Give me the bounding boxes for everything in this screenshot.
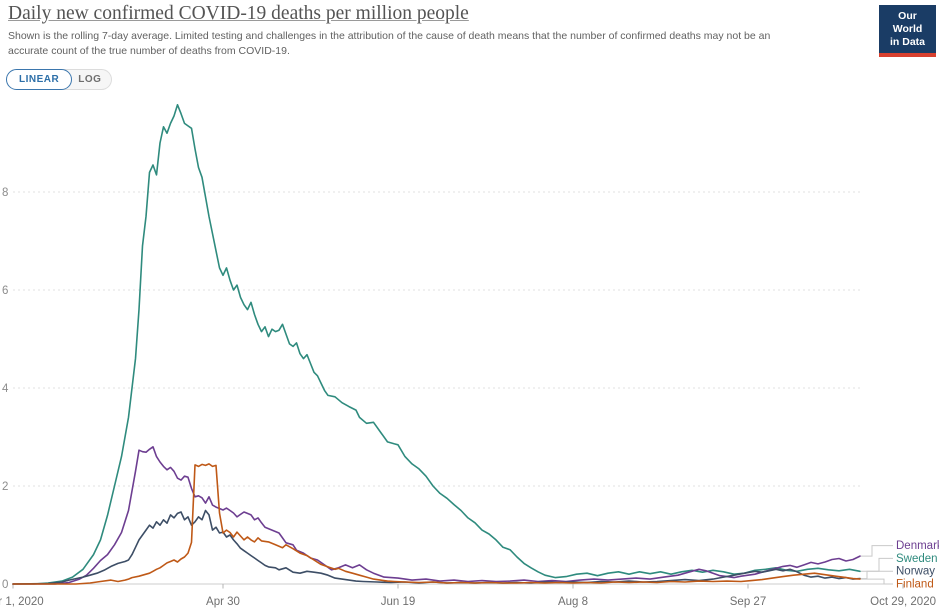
y-tick-label-2: 2 bbox=[2, 481, 8, 493]
x-tick-label-3: Aug 8 bbox=[558, 596, 588, 608]
y-tick-label-8: 8 bbox=[2, 187, 8, 199]
y-tick-label-6: 6 bbox=[2, 285, 8, 297]
x-tick-label-4: Sep 27 bbox=[730, 596, 766, 608]
y-tick-label-4: 4 bbox=[2, 383, 9, 395]
x-tick-label-2: Jun 19 bbox=[381, 596, 416, 608]
series-line-sweden bbox=[12, 104, 861, 585]
legend-label-denmark[interactable]: Denmark bbox=[896, 540, 939, 552]
legend-connector-sweden bbox=[861, 557, 893, 572]
legend-connector-denmark bbox=[861, 545, 893, 557]
legend-label-sweden[interactable]: Sweden bbox=[896, 553, 938, 565]
legend-connector-finland bbox=[861, 578, 893, 585]
x-tick-label-5: Oct 29, 2020 bbox=[870, 596, 936, 608]
series-line-finland bbox=[12, 463, 861, 585]
legend-label-finland[interactable]: Finland bbox=[896, 579, 934, 591]
legend-connector-norway bbox=[861, 570, 893, 580]
linear-scale-button[interactable]: LINEAR bbox=[6, 69, 73, 90]
chart-subtitle: Shown is the rolling 7-day average. Limi… bbox=[8, 30, 771, 57]
owid-logo[interactable]: Our World in Data bbox=[879, 5, 936, 58]
axis-scale-toggle: LINEAR LOG bbox=[6, 69, 113, 90]
y-tick-label-0: 0 bbox=[2, 579, 8, 591]
x-tick-label-1: Apr 30 bbox=[206, 596, 240, 608]
chart-title-link[interactable]: Daily new confirmed COVID-19 deaths per … bbox=[8, 3, 469, 24]
series-line-norway bbox=[12, 509, 861, 585]
x-tick-label-0: Mar 1, 2020 bbox=[0, 596, 44, 608]
legend-label-norway[interactable]: Norway bbox=[896, 566, 935, 578]
owid-logo-line2: in Data bbox=[889, 36, 925, 49]
owid-logo-line1: Our World bbox=[892, 10, 923, 36]
log-scale-button[interactable]: LOG bbox=[62, 69, 113, 90]
series-line-denmark bbox=[12, 446, 861, 585]
